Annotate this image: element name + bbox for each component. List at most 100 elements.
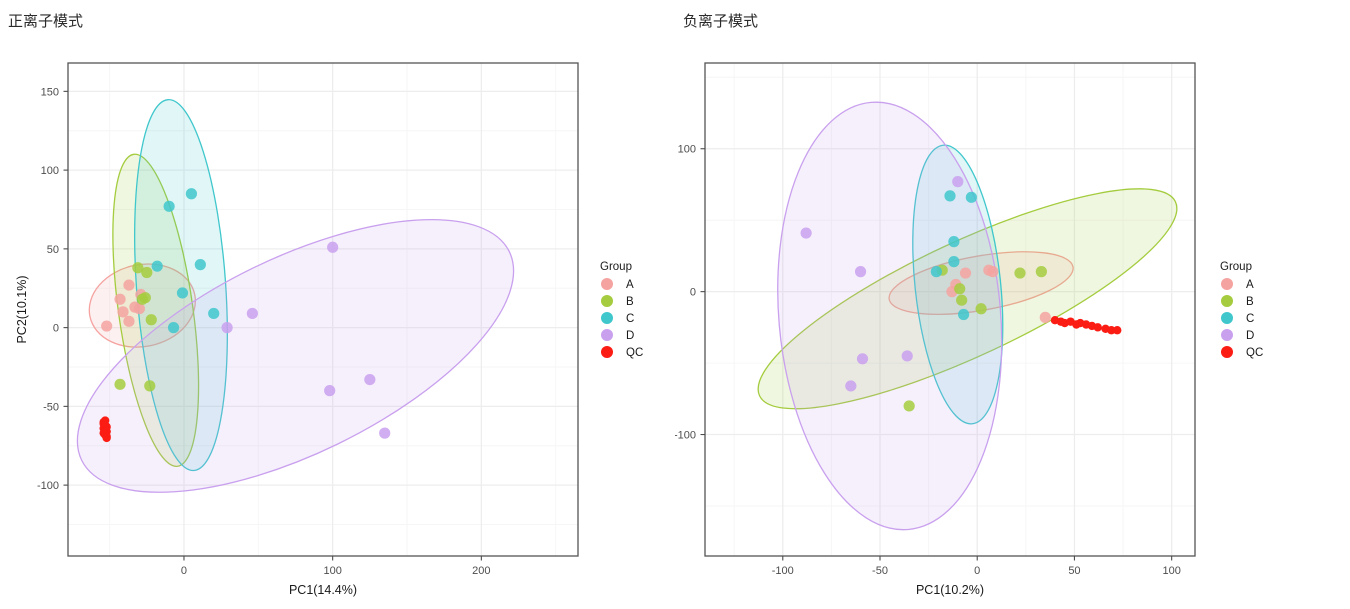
data-point-A xyxy=(123,315,135,327)
y-tick-label: 0 xyxy=(53,323,59,335)
qc-trajectory-QC xyxy=(102,420,108,439)
y-tick-label: -50 xyxy=(43,401,59,413)
legend-label-C: C xyxy=(1246,313,1254,325)
data-point-B xyxy=(1014,267,1026,279)
data-point-C xyxy=(948,256,960,268)
data-point-D xyxy=(800,227,812,239)
legend-label-D: D xyxy=(626,330,634,342)
data-point-A xyxy=(1039,311,1051,323)
data-point-D xyxy=(379,427,391,439)
data-point-B xyxy=(141,266,153,279)
plot-svg-left: 0 100 200 -100 -50 0 50 100 150 PC1(14.4%) PC2(10.… xyxy=(15,62,643,597)
legend-label-QC: QC xyxy=(1246,347,1263,359)
x-tick-label: 0 xyxy=(181,565,187,577)
data-point-C xyxy=(965,191,977,203)
data-point-A xyxy=(133,303,145,315)
data-point-D xyxy=(845,380,857,392)
x-tick-label: -50 xyxy=(872,565,888,577)
data-point-B xyxy=(975,303,987,315)
legend-swatch-D[interactable] xyxy=(1221,329,1233,341)
x-axis-title: PC1(14.4%) xyxy=(289,583,357,597)
data-point-A xyxy=(959,267,972,279)
data-point-B xyxy=(1035,266,1047,278)
confidence-ellipse-D xyxy=(76,219,515,493)
chart-title-right: 负离子模式 xyxy=(683,13,759,30)
data-point-D xyxy=(856,353,869,365)
data-point-C xyxy=(167,322,180,334)
data-point-B xyxy=(145,314,157,326)
legend-label-B: B xyxy=(1246,296,1254,308)
data-point-C xyxy=(151,260,163,272)
y-tick-label: 100 xyxy=(678,144,696,156)
x-tick-label: -100 xyxy=(772,565,794,577)
legend-title: Group xyxy=(600,261,632,273)
confidence-ellipse-D xyxy=(777,101,1003,531)
legend-swatch-A[interactable] xyxy=(1221,278,1233,290)
data-point-C xyxy=(163,200,175,212)
data-point-D xyxy=(246,307,258,320)
legend-swatch-QC[interactable] xyxy=(1221,346,1233,358)
legend-label-D: D xyxy=(1246,330,1254,342)
legend-swatch-C[interactable] xyxy=(1221,312,1233,324)
data-point-B xyxy=(903,400,915,412)
y-tick-label: -100 xyxy=(37,480,59,492)
legend-swatch-D[interactable] xyxy=(601,329,613,341)
data-point-D xyxy=(324,385,336,397)
legend-label-A: A xyxy=(626,279,634,291)
data-point-A xyxy=(114,293,126,305)
data-point-B xyxy=(114,378,126,390)
data-point-D xyxy=(901,350,913,362)
x-tick-label: 0 xyxy=(974,565,980,577)
data-point-B xyxy=(144,380,156,392)
legend-label-A: A xyxy=(1246,279,1254,291)
legend-swatch-QC[interactable] xyxy=(601,346,613,358)
x-axis-title: PC1(10.2%) xyxy=(916,583,984,597)
data-point-C xyxy=(930,266,942,278)
legend-label-C: C xyxy=(626,313,634,325)
data-point-A xyxy=(101,320,113,332)
y-tick-label: 50 xyxy=(47,244,59,256)
y-tick-label: 100 xyxy=(41,165,59,177)
legend-swatch-C[interactable] xyxy=(601,312,613,324)
data-point-A xyxy=(983,264,995,276)
data-point-C xyxy=(176,287,189,299)
data-point-D xyxy=(952,176,964,188)
plot-svg-right: -100-50050100-1000100PC1(10.2%)PC2(8.7%)… xyxy=(675,62,1263,597)
x-tick-label: 100 xyxy=(1162,565,1180,577)
legend-label-QC: QC xyxy=(626,347,643,359)
x-tick-label: 200 xyxy=(472,565,490,577)
legend-swatch-B[interactable] xyxy=(1221,295,1233,307)
qc-trajectory-QC xyxy=(1054,319,1118,331)
y-tick-label: 0 xyxy=(690,287,696,299)
data-point-D xyxy=(854,266,867,278)
data-point-B xyxy=(954,283,966,295)
y-axis-title: PC2(10.1%) xyxy=(15,275,29,343)
legend-label-B: B xyxy=(626,296,634,308)
x-tick-label: 50 xyxy=(1068,565,1080,577)
data-point-C xyxy=(958,308,970,321)
data-point-C xyxy=(948,236,960,248)
data-point-D xyxy=(221,322,233,334)
legend-swatch-B[interactable] xyxy=(601,295,613,307)
data-point-A xyxy=(117,306,129,318)
chart-positive-ion-mode: 正离子模式 0 100 200 -100 -50 0 50 100 150 PC1(14.4%) P… xyxy=(8,13,643,597)
data-point-C xyxy=(208,307,220,320)
data-point-D xyxy=(364,373,376,386)
legend-swatch-A[interactable] xyxy=(601,278,613,290)
chart-negative-ion-mode: 负离子模式 -100-50050100-1000100PC1(10.2%)PC2… xyxy=(675,0,1350,609)
data-point-B xyxy=(139,292,151,304)
data-point-C xyxy=(185,188,198,200)
y-tick-label: -100 xyxy=(675,430,696,442)
data-point-C xyxy=(944,190,956,202)
legend-title: Group xyxy=(1220,261,1252,273)
data-point-A xyxy=(123,279,135,291)
data-point-C xyxy=(194,259,206,271)
x-tick-label: 100 xyxy=(323,565,341,577)
y-tick-label: 150 xyxy=(41,86,59,98)
data-point-B xyxy=(132,262,144,274)
data-point-B xyxy=(956,294,968,306)
chart-title-left: 正离子模式 xyxy=(8,13,84,30)
